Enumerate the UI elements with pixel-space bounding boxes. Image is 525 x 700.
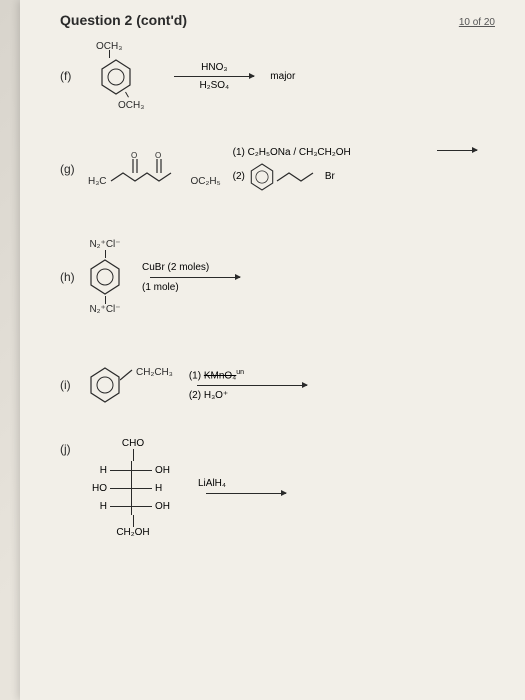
part-h: (h) N₂⁺Cl⁻ N₂⁺Cl⁻ CuBr (2 moles) (1 mole… [60, 222, 495, 332]
i-reagent-2: (2) H₃O⁺ [189, 390, 315, 401]
h-n2cl-top: N₂⁺Cl⁻ [89, 239, 120, 250]
svg-text:O: O [131, 151, 137, 160]
page-number: 10 of 20 [459, 17, 495, 28]
bond-icon [120, 368, 136, 382]
reaction-arrow [150, 277, 240, 278]
g-oc2h5: OC₂H₅ [191, 176, 221, 187]
header: Question 2 (cont'd) 10 of 20 [60, 12, 495, 28]
g-br: Br [325, 171, 335, 182]
question-title: Question 2 (cont'd) [60, 12, 187, 28]
reaction-arrow [206, 493, 286, 494]
j-ch2oh: CH₂OH [88, 527, 178, 538]
g-reagent-1: (1) C₂H₅ONa / CH₃CH₂OH [233, 147, 351, 158]
benzene-ring [88, 366, 122, 404]
reaction-arrow [437, 150, 477, 151]
fischer-projection: CHO HOH HOH HOH CH₂OH [88, 438, 178, 538]
part-label-h: (h) [60, 270, 88, 284]
part-label-j: (j) [60, 442, 88, 456]
diketone-icon: O O [109, 151, 189, 187]
j-cho: CHO [88, 438, 178, 449]
reaction-arrow [197, 385, 307, 386]
part-label-f: (f) [60, 69, 88, 83]
reaction-arrow: HNO₃ H₂SO₄ [174, 76, 254, 77]
f-sub-bot: OCH₃ [118, 100, 144, 111]
benzene-ring [88, 258, 122, 296]
f-reagent-bot: H₂SO₄ [174, 80, 254, 91]
part-label-g: (g) [60, 162, 88, 176]
g-reagent-2: (2) [233, 171, 245, 182]
part-j: (j) CHO HOH HOH HOH CH₂OH LiAlH₄ [60, 438, 495, 578]
i-reagent-1: (1) KMnO₄un [189, 369, 315, 381]
f-product: major [270, 71, 295, 82]
chain-icon [275, 169, 325, 185]
j-reagent: LiAlH₄ [198, 478, 294, 489]
part-label-i: (i) [60, 378, 88, 392]
part-i: (i) CH₂CH₃ (1) KMnO₄un (2) H₃O⁺ [60, 350, 495, 420]
h-reagent-top: CuBr (2 moles) [142, 262, 248, 273]
g-h3c: H₃C [88, 176, 107, 187]
h-n2cl-bot: N₂⁺Cl⁻ [89, 304, 120, 315]
i-ch2ch3: CH₂CH₃ [136, 367, 173, 378]
h-reagent-bot: (1 mole) [142, 282, 248, 293]
f-reagent-top: HNO₃ [174, 62, 254, 73]
svg-text:O: O [155, 151, 161, 160]
benzene-ring [99, 58, 133, 96]
benzene-ring [249, 162, 275, 192]
part-g: (g) H₃C O O OC₂H₅ (1) C₂H₅ONa / CH₃CH₂OH… [60, 134, 495, 204]
part-f: (f) OCH₃ OCH₃ HNO₃ H₂SO₄ major [60, 36, 495, 116]
